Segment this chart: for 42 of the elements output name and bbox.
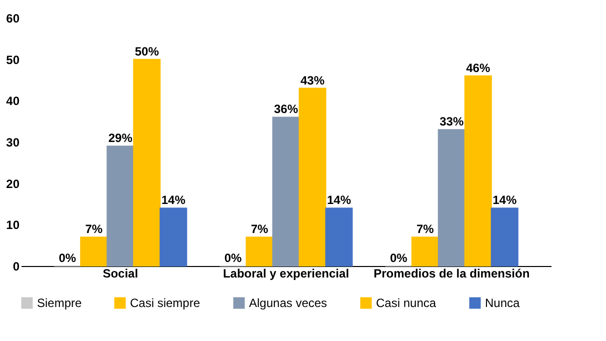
data-label: 0% [224,251,242,265]
y-tick-label: 30 [6,136,20,150]
x-tick-label: Promedios de la dimensión [374,266,530,280]
bar [106,146,134,266]
data-label: 46% [466,60,490,75]
y-tick-label: 50 [6,52,20,67]
data-label: 7% [250,222,268,236]
data-label: 0% [58,251,76,265]
y-tick-label: 0 [12,260,20,274]
bar [298,88,326,266]
bar [411,236,439,266]
bar [464,75,492,266]
data-label: 36% [274,102,298,116]
data-label: 14% [161,193,186,208]
legend-label: Casi nunca [376,296,436,310]
bar [325,208,353,266]
bar [246,236,274,266]
bar [272,116,300,266]
data-label: 7% [85,222,103,236]
y-tick-label: 40 [6,94,20,108]
legend-label: Nunca [485,296,520,310]
bar [490,208,518,266]
data-label: 7% [416,222,434,236]
data-label: 0% [390,251,408,265]
data-label: 33% [440,114,464,129]
data-label: 14% [492,193,517,208]
bar [438,129,466,266]
data-label: 50% [134,44,160,58]
x-tick-label: Laboral y experiencial [222,266,350,280]
x-tick-label: Social [102,266,138,280]
data-label: 29% [108,131,133,146]
bar [133,58,161,266]
legend-label: Siempre [37,296,82,310]
y-tick-label: 60 [6,12,20,26]
data-label: 43% [300,73,325,88]
y-tick-label: 20 [6,176,20,191]
bar [80,236,108,266]
legend-label: Algunas veces [249,296,328,310]
legend-label: Casi siempre [130,296,200,310]
y-tick-label: 10 [6,218,20,232]
data-label: 14% [326,193,352,208]
bar [160,208,188,266]
